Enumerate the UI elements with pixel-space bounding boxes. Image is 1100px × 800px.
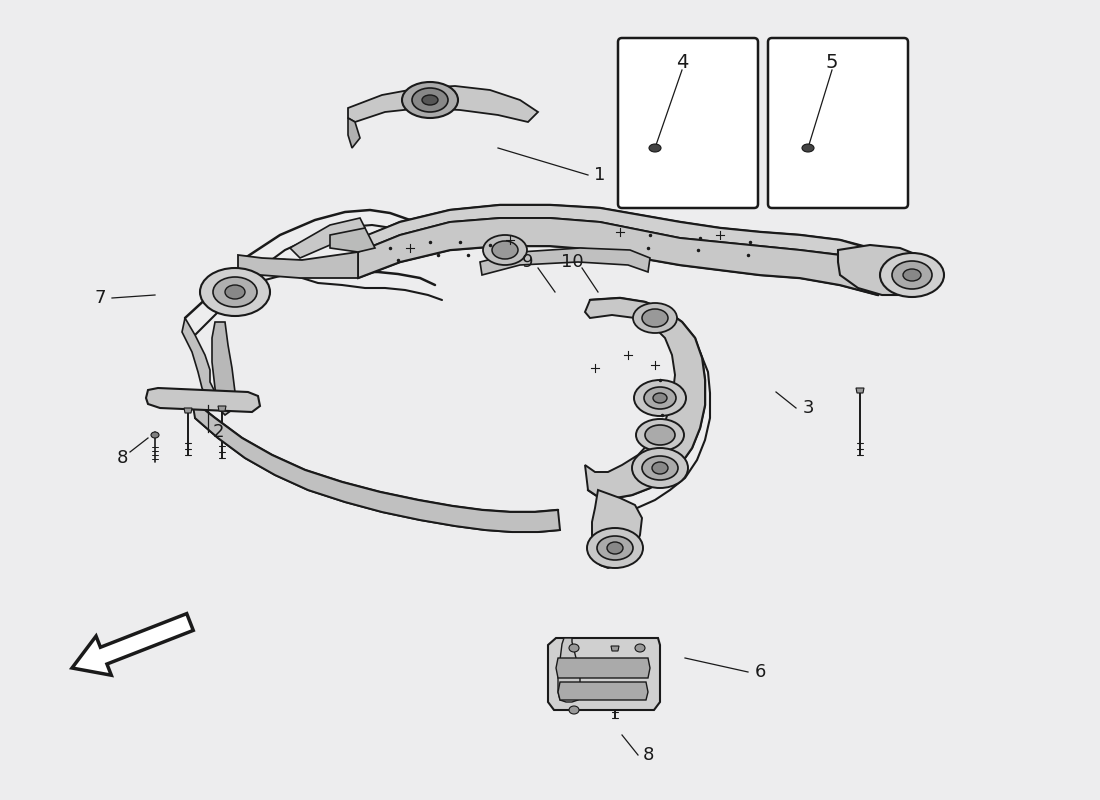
Polygon shape — [184, 408, 192, 413]
Ellipse shape — [200, 268, 270, 316]
Polygon shape — [348, 118, 360, 148]
Polygon shape — [238, 252, 358, 278]
Ellipse shape — [597, 536, 632, 560]
Ellipse shape — [634, 380, 686, 416]
Polygon shape — [558, 638, 580, 702]
Ellipse shape — [422, 95, 438, 105]
Polygon shape — [592, 490, 642, 568]
Ellipse shape — [892, 261, 932, 289]
Ellipse shape — [635, 644, 645, 652]
Text: 10: 10 — [561, 253, 583, 271]
Ellipse shape — [151, 432, 160, 438]
Polygon shape — [192, 400, 560, 532]
FancyBboxPatch shape — [768, 38, 908, 208]
Text: 8: 8 — [642, 746, 653, 764]
Ellipse shape — [632, 303, 676, 333]
Text: 6: 6 — [755, 663, 766, 681]
Polygon shape — [856, 388, 864, 393]
Text: 4: 4 — [675, 53, 689, 71]
Ellipse shape — [642, 456, 678, 480]
Ellipse shape — [483, 235, 527, 265]
Ellipse shape — [802, 144, 814, 152]
Polygon shape — [838, 245, 938, 295]
Ellipse shape — [653, 393, 667, 403]
Ellipse shape — [636, 419, 684, 451]
FancyBboxPatch shape — [618, 38, 758, 208]
Ellipse shape — [402, 82, 458, 118]
Ellipse shape — [587, 528, 643, 568]
Ellipse shape — [644, 387, 676, 409]
Polygon shape — [218, 406, 226, 411]
Ellipse shape — [645, 425, 675, 445]
Text: 8: 8 — [117, 449, 128, 467]
Ellipse shape — [649, 144, 661, 152]
Ellipse shape — [492, 241, 518, 259]
Ellipse shape — [569, 706, 579, 714]
Ellipse shape — [652, 462, 668, 474]
Polygon shape — [480, 248, 650, 275]
Polygon shape — [585, 298, 705, 498]
Text: 7: 7 — [95, 289, 106, 307]
Ellipse shape — [569, 644, 579, 652]
Polygon shape — [358, 218, 878, 295]
Polygon shape — [610, 646, 619, 651]
Text: 2: 2 — [212, 423, 223, 441]
Text: 1: 1 — [594, 166, 606, 184]
Polygon shape — [212, 322, 235, 415]
Ellipse shape — [213, 277, 257, 307]
Ellipse shape — [880, 253, 944, 297]
Polygon shape — [182, 318, 218, 405]
Polygon shape — [548, 638, 660, 710]
Ellipse shape — [607, 542, 623, 554]
Polygon shape — [72, 614, 194, 675]
Polygon shape — [558, 682, 648, 700]
Polygon shape — [330, 228, 375, 252]
Ellipse shape — [642, 309, 668, 327]
Text: 3: 3 — [802, 399, 814, 417]
Text: 9: 9 — [522, 253, 534, 271]
Ellipse shape — [632, 448, 688, 488]
Polygon shape — [556, 658, 650, 678]
Polygon shape — [348, 86, 538, 122]
Text: 5: 5 — [826, 53, 838, 71]
Ellipse shape — [903, 269, 921, 281]
Polygon shape — [146, 388, 260, 412]
Polygon shape — [290, 218, 365, 258]
Ellipse shape — [226, 285, 245, 299]
Ellipse shape — [412, 88, 448, 112]
Polygon shape — [355, 205, 878, 262]
